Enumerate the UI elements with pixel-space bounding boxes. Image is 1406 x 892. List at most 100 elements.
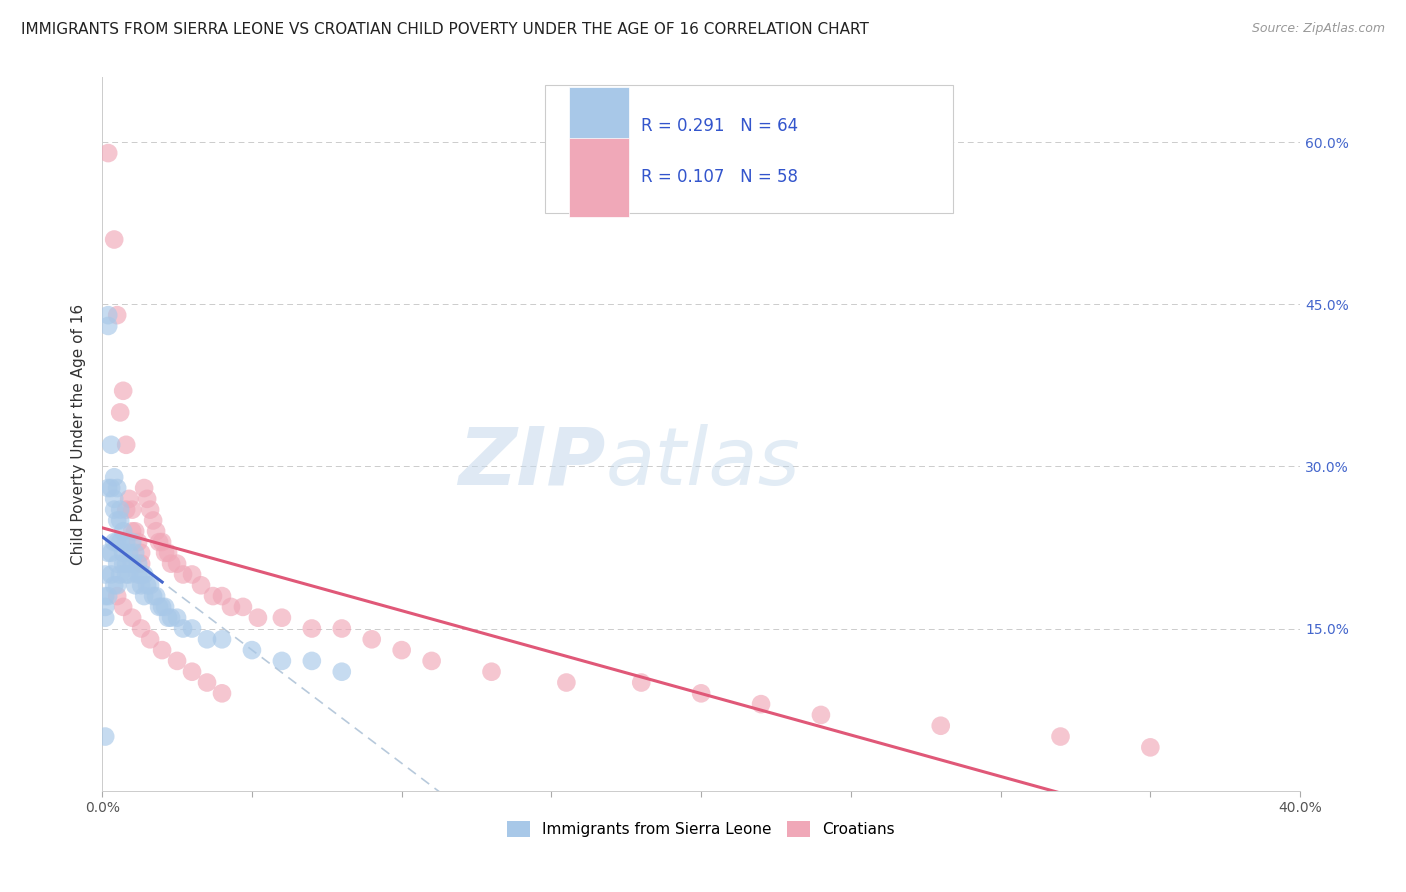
Point: [211, 632, 233, 647]
Point: [127, 535, 149, 549]
Point: [157, 610, 180, 624]
Point: [112, 557, 135, 571]
Point: [202, 589, 225, 603]
Point: [124, 546, 146, 560]
FancyBboxPatch shape: [569, 87, 630, 165]
Point: [150, 599, 173, 614]
Point: [100, 567, 122, 582]
Point: [103, 578, 125, 592]
Legend: Immigrants from Sierra Leone, Croatians: Immigrants from Sierra Leone, Croatians: [501, 815, 901, 844]
FancyBboxPatch shape: [546, 85, 953, 213]
Point: [94, 567, 117, 582]
Point: [142, 589, 165, 603]
FancyBboxPatch shape: [569, 138, 630, 217]
Point: [134, 589, 156, 603]
Point: [690, 686, 713, 700]
Point: [103, 502, 125, 516]
Point: [142, 513, 165, 527]
Point: [145, 589, 167, 603]
Point: [118, 567, 141, 582]
Point: [195, 675, 218, 690]
Point: [181, 665, 204, 679]
Point: [360, 632, 382, 647]
Point: [108, 513, 131, 527]
Point: [301, 622, 323, 636]
Point: [929, 719, 952, 733]
Point: [555, 675, 578, 690]
Point: [129, 546, 152, 560]
Point: [105, 578, 128, 592]
Point: [97, 146, 120, 161]
Point: [136, 578, 159, 592]
Text: ZIP: ZIP: [458, 424, 606, 501]
Point: [139, 578, 162, 592]
Point: [153, 599, 176, 614]
Point: [103, 470, 125, 484]
Text: R = 0.107   N = 58: R = 0.107 N = 58: [641, 169, 799, 186]
Point: [129, 578, 152, 592]
Point: [749, 697, 772, 711]
Point: [108, 502, 131, 516]
Point: [97, 481, 120, 495]
Point: [129, 567, 152, 582]
Point: [112, 546, 135, 560]
Point: [108, 405, 131, 419]
Point: [301, 654, 323, 668]
Point: [420, 654, 443, 668]
Point: [148, 535, 170, 549]
Point: [94, 730, 117, 744]
Point: [103, 491, 125, 506]
Point: [232, 599, 254, 614]
Point: [630, 675, 652, 690]
Text: Source: ZipAtlas.com: Source: ZipAtlas.com: [1251, 22, 1385, 36]
Point: [112, 524, 135, 539]
Point: [150, 535, 173, 549]
Point: [270, 654, 292, 668]
Point: [118, 491, 141, 506]
Point: [134, 481, 156, 495]
Point: [211, 589, 233, 603]
Point: [172, 567, 194, 582]
Point: [810, 708, 832, 723]
Point: [115, 535, 138, 549]
Point: [139, 632, 162, 647]
Point: [172, 622, 194, 636]
Point: [112, 599, 135, 614]
Y-axis label: Child Poverty Under the Age of 16: Child Poverty Under the Age of 16: [72, 303, 86, 565]
Point: [134, 567, 156, 582]
Point: [97, 589, 120, 603]
Point: [211, 686, 233, 700]
Point: [97, 546, 120, 560]
Point: [115, 502, 138, 516]
Point: [105, 589, 128, 603]
Point: [129, 622, 152, 636]
Point: [105, 557, 128, 571]
Point: [97, 308, 120, 322]
Point: [1139, 740, 1161, 755]
Point: [118, 546, 141, 560]
Point: [153, 546, 176, 560]
Point: [127, 567, 149, 582]
Point: [108, 535, 131, 549]
Point: [112, 384, 135, 398]
Point: [145, 524, 167, 539]
Point: [97, 318, 120, 333]
Point: [148, 599, 170, 614]
Text: R = 0.291   N = 64: R = 0.291 N = 64: [641, 117, 799, 135]
Point: [100, 481, 122, 495]
Point: [166, 654, 188, 668]
Point: [103, 535, 125, 549]
Point: [270, 610, 292, 624]
Point: [105, 535, 128, 549]
Point: [94, 599, 117, 614]
Point: [219, 599, 242, 614]
Point: [481, 665, 503, 679]
Point: [108, 567, 131, 582]
Point: [121, 524, 143, 539]
Point: [124, 524, 146, 539]
Point: [115, 557, 138, 571]
Point: [100, 546, 122, 560]
Point: [150, 643, 173, 657]
Point: [121, 610, 143, 624]
Point: [240, 643, 263, 657]
